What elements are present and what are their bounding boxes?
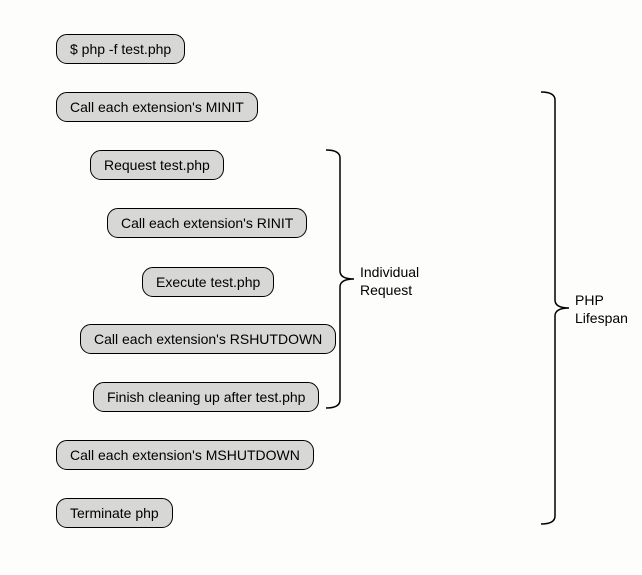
diagram-canvas: $ php -f test.phpCall each extension's M… [0, 0, 642, 575]
brace-outer-label: PHPLifespan [575, 291, 628, 327]
brace-outer [0, 0, 642, 575]
